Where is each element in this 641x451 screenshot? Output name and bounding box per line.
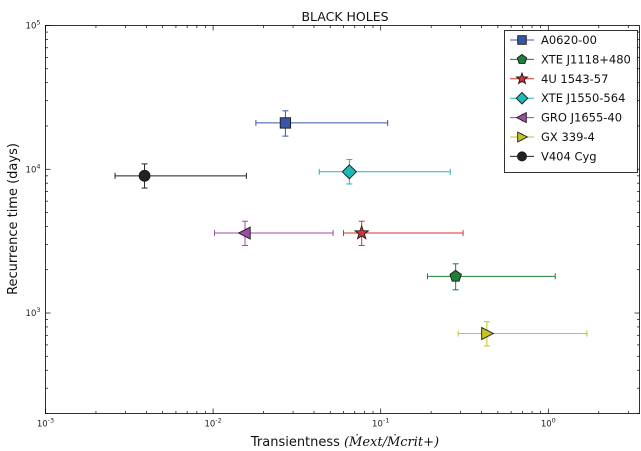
data-point-gro-j1655-40 bbox=[237, 226, 251, 240]
legend-label: V404 Cyg bbox=[541, 149, 597, 163]
series-v404-cyg bbox=[114, 163, 247, 189]
y-tick-label: 105 bbox=[26, 19, 41, 32]
series-gro-j1655-40 bbox=[214, 220, 334, 246]
legend-label: 4U 1543-57 bbox=[541, 72, 608, 86]
x-axis-label: Transientness (Ṁext/Ṁcrit+) bbox=[250, 433, 439, 450]
legend-box bbox=[504, 30, 638, 173]
x-axis-label-math: (Ṁext/Ṁcrit+) bbox=[344, 433, 439, 450]
legend-marker-4u-1543-57 bbox=[515, 71, 529, 85]
legend-item-xte-j1550-564: XTE J1550-564 bbox=[510, 91, 625, 105]
legend-item-4u-1543-57: 4U 1543-57 bbox=[510, 71, 608, 86]
legend-item-a0620-00: A0620-00 bbox=[510, 33, 597, 47]
legend-marker-gro-j1655-40 bbox=[515, 111, 527, 124]
legend-item-gro-j1655-40: GRO J1655-40 bbox=[510, 111, 622, 125]
data-points bbox=[114, 110, 588, 347]
legend-marker-v404-cyg bbox=[517, 151, 527, 162]
x-tick-label: 10-3 bbox=[37, 417, 54, 430]
data-point-v404-cyg bbox=[138, 169, 151, 182]
data-point-xte-j1118-480 bbox=[449, 269, 462, 282]
axis-tick-marks bbox=[45, 25, 640, 414]
y-axis-label: Recurrence time (days) bbox=[6, 143, 21, 295]
data-point-4u-1543-57 bbox=[353, 224, 370, 240]
legend-marker-xte-j1550-564 bbox=[515, 91, 529, 105]
legend-marker-gx-339-4 bbox=[517, 131, 529, 143]
series-a0620-00 bbox=[255, 110, 389, 137]
legend-label: GRO J1655-40 bbox=[541, 111, 622, 125]
legend-marker-xte-j1118-480 bbox=[516, 53, 528, 64]
x-axis-label-text: Transientness bbox=[250, 435, 340, 450]
legend: A0620-00 XTE J1118+480 4U 1543-57 XTE J1550… bbox=[504, 30, 638, 173]
chart-title: BLACK HOLES bbox=[301, 9, 388, 24]
legend-label: XTE J1118+480 bbox=[541, 52, 631, 66]
legend-marker-a0620-00 bbox=[517, 35, 527, 45]
series-gx-339-4 bbox=[457, 321, 588, 347]
legend-label: XTE J1550-564 bbox=[541, 91, 625, 105]
data-point-xte-j1550-564 bbox=[341, 164, 358, 180]
legend-item-v404-cyg: V404 Cyg bbox=[510, 149, 597, 163]
legend-label: GX 339-4 bbox=[541, 130, 595, 144]
series-xte-j1118-480 bbox=[426, 263, 556, 291]
legend-item-xte-j1118-480: XTE J1118+480 bbox=[510, 52, 631, 66]
legend-label: A0620-00 bbox=[541, 33, 597, 47]
y-tick-label: 104 bbox=[26, 162, 41, 175]
series-xte-j1550-564 bbox=[318, 158, 451, 185]
x-axis-tick-labels: 10-3 10-2 10-1 100 bbox=[37, 417, 556, 430]
plot-area bbox=[45, 25, 640, 414]
x-tick-label: 100 bbox=[541, 417, 556, 430]
legend-item-gx-339-4: GX 339-4 bbox=[510, 130, 595, 144]
x-tick-label: 10-1 bbox=[372, 417, 389, 430]
y-tick-label: 103 bbox=[26, 306, 41, 319]
series-4u-1543-57 bbox=[343, 220, 464, 246]
x-tick-label: 10-2 bbox=[204, 417, 221, 430]
data-point-gx-339-4 bbox=[481, 326, 495, 341]
data-point-a0620-00 bbox=[279, 117, 292, 129]
y-axis-tick-labels: 103 104 105 bbox=[26, 19, 41, 320]
